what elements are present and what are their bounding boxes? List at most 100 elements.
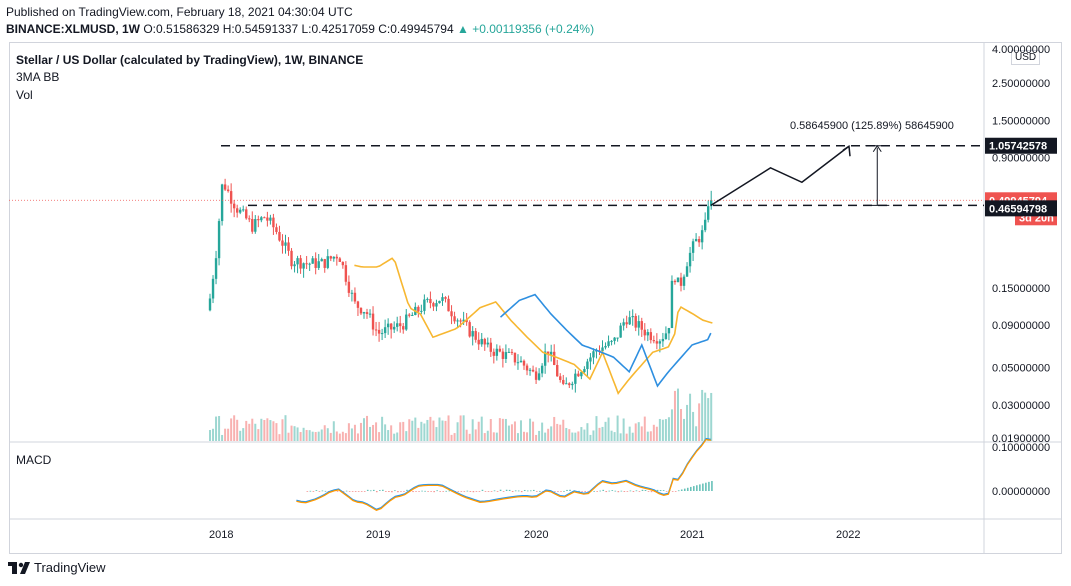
candle-body (706, 206, 710, 220)
volume-bar (420, 421, 423, 441)
tradingview-logo[interactable]: TradingView (8, 560, 106, 575)
macd-histogram-bar (569, 489, 571, 491)
price-tick-label: 0.05000000 (992, 363, 1050, 375)
macd-label[interactable]: MACD (16, 453, 52, 467)
volume-bar (245, 420, 248, 441)
macd-histogram-bar (596, 491, 598, 492)
macd-histogram-bar (705, 482, 707, 491)
macd-histogram-bar (683, 488, 686, 491)
macd-histogram-bar (665, 491, 668, 492)
symbol-ohlc-line: BINANCE:XLMUSD, 1W O:0.51586329 H:0.5459… (6, 22, 594, 36)
macd-histogram-bar (336, 491, 339, 492)
macd-histogram-bar (418, 491, 420, 492)
candle-body (510, 351, 514, 353)
macd-histogram-bar (315, 490, 318, 491)
candle-body (562, 379, 565, 384)
volume-bar (616, 415, 619, 441)
macd-histogram-bar (514, 490, 517, 492)
candle-body (329, 256, 332, 259)
candle-body (350, 292, 354, 294)
indicator-label[interactable]: 3MA BB (16, 70, 60, 84)
volume-bar (356, 433, 359, 441)
candle-body (429, 298, 432, 304)
macd-histogram-bar (517, 490, 520, 492)
price-tick-label: 2.50000000 (992, 78, 1050, 90)
volume-bar (263, 419, 266, 441)
candle-body (577, 373, 580, 377)
macd-histogram-bar (448, 490, 451, 492)
time-tick-label: 2022 (836, 529, 860, 541)
macd-histogram-bar (638, 491, 641, 492)
macd-histogram-bar (445, 490, 448, 492)
candle-body (396, 323, 399, 327)
volume-label[interactable]: Vol (16, 88, 33, 102)
volume-bar (290, 425, 293, 441)
macd-histogram-bar (388, 491, 390, 492)
macd-histogram-bar (385, 491, 387, 492)
macd-histogram-bar (397, 491, 399, 493)
candle-body (386, 323, 390, 328)
candle-body (652, 340, 656, 342)
volume-bar (625, 433, 628, 441)
macd-histogram-bar (563, 490, 565, 492)
volume-bar (683, 418, 686, 441)
volume-bar (314, 432, 317, 441)
volume-bar (456, 422, 459, 441)
candle-body (287, 242, 290, 251)
candle-body (365, 312, 369, 314)
macd-histogram-bar (656, 489, 659, 491)
candle-body (710, 200, 713, 207)
volume-bar (613, 432, 616, 441)
macd-histogram-bar (369, 490, 372, 492)
price-label-text: 0.46594798 (989, 203, 1047, 215)
forecast-path (710, 145, 850, 206)
volume-bar (411, 420, 414, 441)
candle-body (580, 372, 583, 377)
macd-histogram-bar (490, 491, 493, 492)
currency-label[interactable]: USD (1011, 50, 1041, 65)
candle-body (341, 261, 345, 266)
candle-body (534, 371, 538, 380)
volume-bar (311, 431, 314, 441)
candle-body (235, 208, 239, 213)
candle-body (565, 383, 568, 385)
volume-bar (556, 423, 559, 441)
volume-bar (399, 422, 402, 441)
candle-body (423, 299, 426, 311)
volume-bar (673, 390, 676, 441)
volume-bar (408, 419, 411, 441)
volume-bar (362, 418, 365, 441)
candle-body (571, 383, 574, 386)
volume-bar (707, 398, 710, 441)
candle-body (543, 351, 547, 366)
volume-bar (347, 423, 350, 441)
volume-bar (296, 427, 299, 441)
macd-histogram-bar (400, 491, 402, 492)
price-tick-label: 0.09000000 (992, 320, 1050, 332)
candle-body (269, 217, 272, 221)
candle-body (589, 357, 592, 362)
volume-bar (447, 415, 450, 441)
volume-bar (372, 424, 375, 441)
change-value: +0.00119356 (+0.24%) (472, 22, 595, 36)
candle-body (667, 328, 671, 334)
candle-body (477, 339, 480, 345)
candle-body (610, 340, 613, 342)
volume-bar (450, 434, 453, 441)
candle-body (368, 313, 372, 315)
macd-histogram-bar (702, 483, 704, 491)
candle-body (540, 365, 544, 374)
volume-bar (405, 431, 408, 441)
candle-body (299, 258, 302, 269)
macd-histogram-bar (406, 489, 408, 491)
candle-body (462, 319, 465, 322)
tradingview-logo-icon (8, 561, 30, 574)
price-tick-label: 4.00000000 (992, 44, 1050, 56)
macd-histogram-bar (502, 491, 505, 492)
volume-bar (414, 417, 417, 441)
volume-bar (544, 432, 547, 441)
volume-bar (489, 419, 492, 441)
volume-bar (510, 424, 513, 441)
macd-histogram-bar (439, 491, 441, 492)
